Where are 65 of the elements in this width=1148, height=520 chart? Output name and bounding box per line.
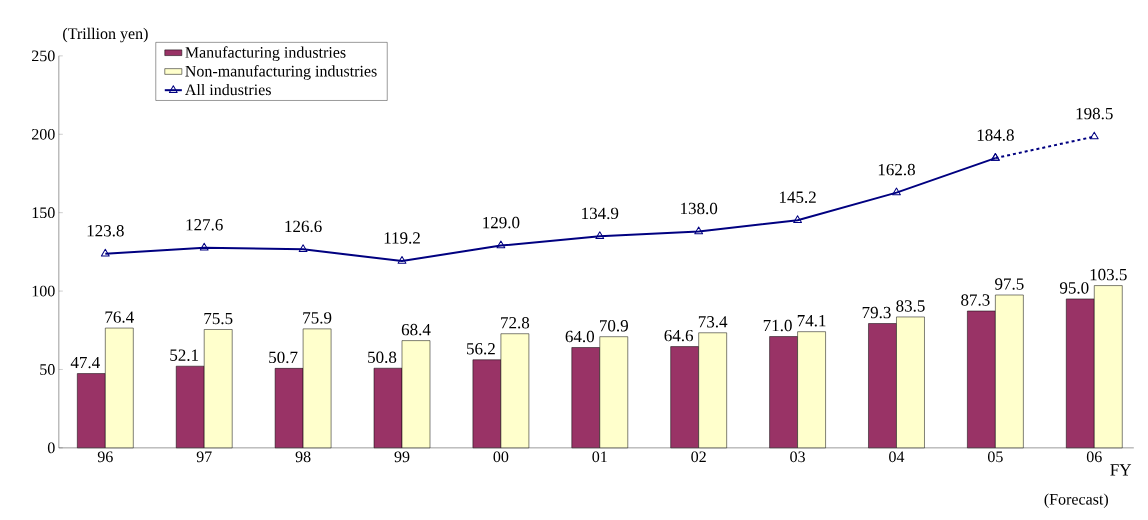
data-label: 87.3 — [961, 294, 990, 306]
point — [793, 215, 802, 223]
data-label: 119.2 — [384, 232, 420, 244]
data-label: 145.2 — [779, 191, 816, 203]
data-label: 47.4 — [70, 356, 100, 369]
data-label: 74.1 — [797, 315, 826, 327]
data-label: 184.8 — [977, 129, 1014, 141]
legend-label: All industries — [185, 83, 271, 96]
point — [694, 226, 704, 235]
data-label: 68.4 — [401, 323, 431, 336]
data-label: 198.5 — [1076, 107, 1113, 120]
data-label: 97.5 — [995, 278, 1024, 290]
point — [892, 187, 901, 196]
x-tick-label: 98 — [295, 451, 311, 463]
data-label: 134.9 — [582, 207, 619, 220]
data-label: 95.0 — [1059, 282, 1089, 294]
point — [397, 255, 407, 264]
y-tick-label: 200 — [32, 128, 55, 140]
data-label: 70.9 — [600, 319, 628, 332]
x-tick-label: 06 — [1086, 451, 1102, 463]
data-label: 56.2 — [467, 343, 495, 355]
data-label: 138.0 — [681, 202, 718, 215]
data-label: 126.6 — [285, 220, 322, 233]
legend-label: Non-manufacturing industries — [185, 65, 377, 80]
data-label: 129.0 — [483, 216, 520, 229]
x-tick-label: 05 — [987, 451, 1003, 463]
data-label: 103.5 — [1090, 268, 1127, 281]
y-tick-label: 250 — [32, 50, 55, 62]
x-tick-label: 02 — [691, 451, 706, 463]
data-label: 52.1 — [170, 349, 199, 361]
data-label: 71.0 — [763, 319, 792, 332]
data-label: 73.4 — [698, 316, 728, 328]
point — [199, 242, 209, 251]
y-tick-label: 100 — [32, 285, 55, 297]
data-label: 64.0 — [565, 330, 595, 343]
y-axis-title: (Trillion yen) — [63, 27, 148, 43]
data-label: 83.5 — [896, 300, 925, 312]
data-label: 123.8 — [87, 225, 124, 237]
data-label: 75.5 — [204, 312, 233, 325]
text: (Forecast) — [1044, 493, 1108, 508]
y-tick-label: 0 — [47, 442, 55, 454]
x-tick-label: 99 — [394, 451, 410, 463]
point — [100, 248, 110, 257]
data-label: 64.6 — [664, 329, 694, 342]
y-tick-label: 50 — [40, 364, 55, 375]
x-tick-label: 00 — [493, 451, 509, 463]
data-label: 75.9 — [303, 312, 332, 324]
x-tick-label: 01 — [592, 451, 607, 463]
data-label: 50.7 — [269, 351, 298, 364]
data-label: 76.4 — [105, 311, 134, 323]
point — [595, 231, 605, 240]
x-tick-label: 97 — [196, 451, 212, 463]
y-tick-label: 150 — [32, 207, 55, 219]
data-label: 50.8 — [368, 351, 397, 364]
x-tick-label: 04 — [889, 451, 905, 463]
x-tick-label: 03 — [790, 451, 805, 463]
data-label: 127.6 — [186, 219, 223, 231]
x-axis-title: FY — [1110, 464, 1132, 476]
data-label: 79.3 — [862, 306, 891, 319]
point — [298, 244, 308, 253]
data-label: 72.8 — [501, 316, 530, 329]
point — [496, 240, 506, 249]
x-tick-label: 96 — [97, 451, 113, 463]
legend-label: Manufacturing industries — [185, 46, 346, 62]
data-label: 162.8 — [878, 163, 915, 176]
